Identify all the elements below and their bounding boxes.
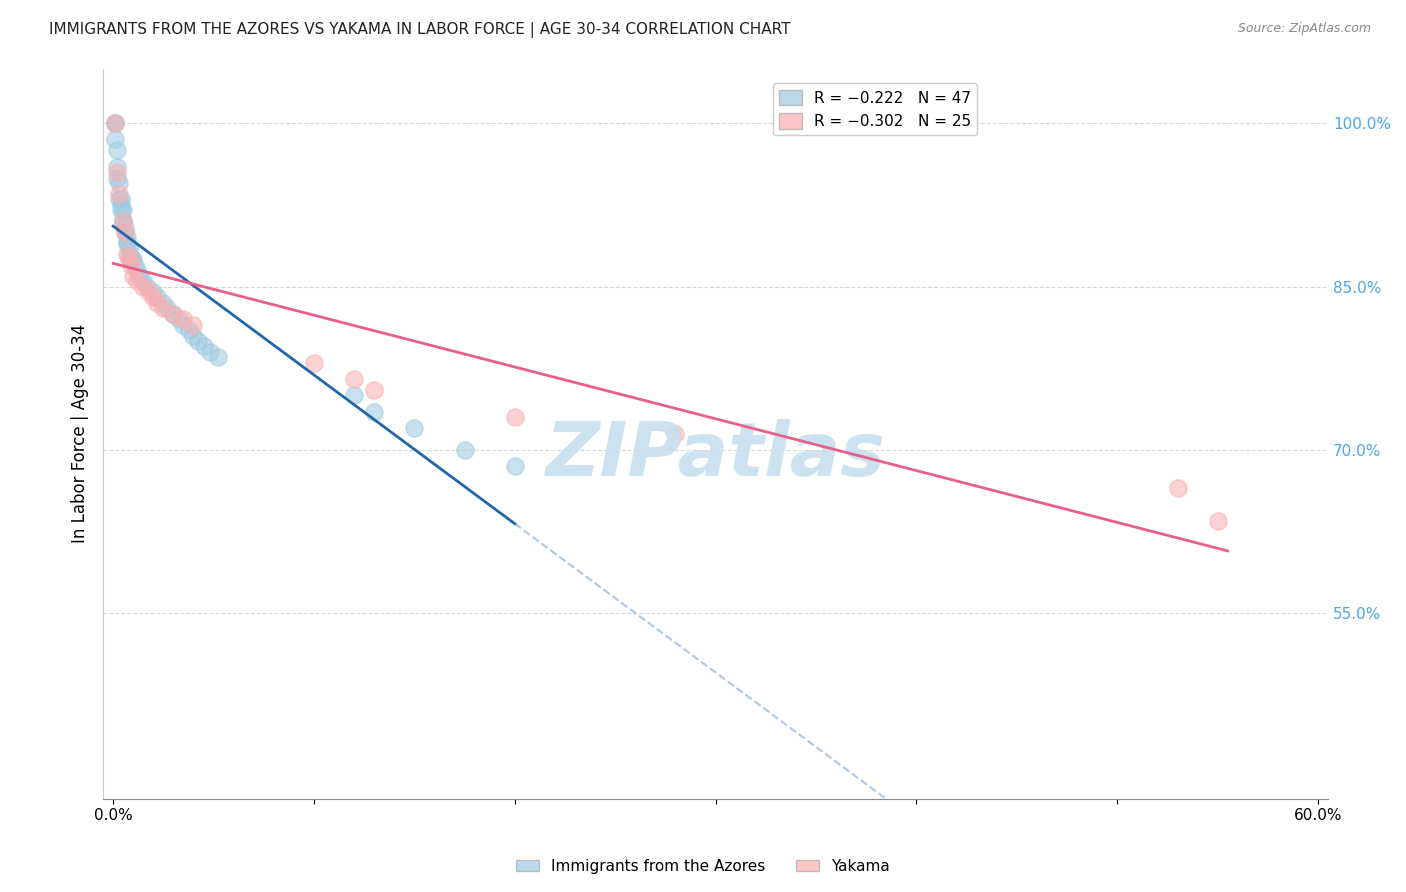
Point xyxy=(172,318,194,332)
Point xyxy=(112,214,135,228)
Point xyxy=(115,235,138,250)
Point xyxy=(110,203,132,218)
Point xyxy=(104,116,127,130)
Point xyxy=(120,258,142,272)
Point xyxy=(503,410,526,425)
Point xyxy=(120,252,142,267)
Point xyxy=(104,132,127,146)
Point xyxy=(110,192,132,206)
Point xyxy=(115,235,138,250)
Point xyxy=(114,225,136,239)
Point xyxy=(127,274,149,288)
Point xyxy=(179,323,201,337)
Point xyxy=(1206,514,1229,528)
Point xyxy=(404,421,426,435)
Point xyxy=(118,241,141,255)
Text: IMMIGRANTS FROM THE AZORES VS YAKAMA IN LABOR FORCE | AGE 30-34 CORRELATION CHAR: IMMIGRANTS FROM THE AZORES VS YAKAMA IN … xyxy=(49,22,790,38)
Point xyxy=(115,247,138,261)
Point xyxy=(142,290,165,304)
Point xyxy=(146,290,169,304)
Point xyxy=(105,160,128,174)
Point xyxy=(105,170,128,185)
Point xyxy=(104,116,127,130)
Point xyxy=(186,334,208,348)
Point xyxy=(1166,481,1188,495)
Point xyxy=(108,192,131,206)
Point xyxy=(114,219,136,234)
Text: Source: ZipAtlas.com: Source: ZipAtlas.com xyxy=(1237,22,1371,36)
Point xyxy=(127,263,149,277)
Point xyxy=(302,356,325,370)
Point xyxy=(115,230,138,244)
Point xyxy=(108,176,131,190)
Point xyxy=(193,339,215,353)
Point xyxy=(152,301,174,316)
Point xyxy=(120,252,142,267)
Point xyxy=(169,312,191,326)
Point xyxy=(207,351,229,365)
Point xyxy=(110,198,132,212)
Point xyxy=(112,214,135,228)
Point xyxy=(363,383,385,397)
Point xyxy=(128,268,150,283)
Point xyxy=(112,203,135,218)
Point xyxy=(198,345,221,359)
Point xyxy=(162,307,184,321)
Point xyxy=(105,165,128,179)
Point xyxy=(503,459,526,474)
Point xyxy=(363,405,385,419)
Legend: Immigrants from the Azores, Yakama: Immigrants from the Azores, Yakama xyxy=(510,853,896,880)
Point xyxy=(152,296,174,310)
Point xyxy=(108,186,131,201)
Point xyxy=(118,247,141,261)
Point xyxy=(343,388,366,402)
Point xyxy=(183,318,205,332)
Point xyxy=(136,279,159,293)
Y-axis label: In Labor Force | Age 30-34: In Labor Force | Age 30-34 xyxy=(72,324,89,543)
Point xyxy=(146,296,169,310)
Point xyxy=(132,279,155,293)
Point xyxy=(453,442,475,457)
Point xyxy=(172,312,194,326)
Point xyxy=(343,372,366,386)
Point xyxy=(156,301,179,316)
Legend: R = −0.222   N = 47, R = −0.302   N = 25: R = −0.222 N = 47, R = −0.302 N = 25 xyxy=(773,84,977,136)
Point xyxy=(112,214,135,228)
Point xyxy=(118,252,141,267)
Point xyxy=(132,274,155,288)
Point xyxy=(138,285,160,299)
Point xyxy=(104,116,127,130)
Point xyxy=(105,143,128,157)
Point xyxy=(142,285,165,299)
Point xyxy=(114,225,136,239)
Point xyxy=(122,268,145,283)
Text: ZIPatlas: ZIPatlas xyxy=(546,419,886,492)
Point xyxy=(122,252,145,267)
Point xyxy=(664,426,686,441)
Point xyxy=(162,307,184,321)
Point xyxy=(124,258,146,272)
Point xyxy=(183,328,205,343)
